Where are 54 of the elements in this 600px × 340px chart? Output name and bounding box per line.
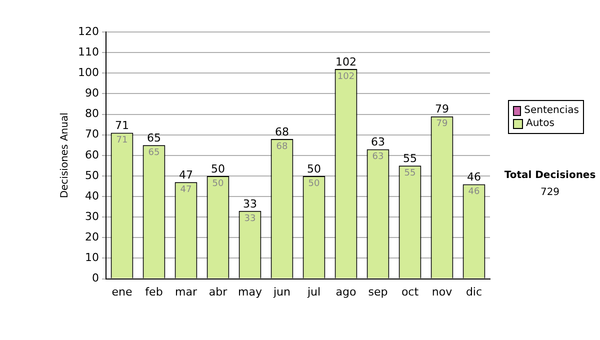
legend-label: Sentencias	[524, 104, 579, 117]
y-tick-label: 120	[78, 24, 99, 38]
x-tick-label: dic	[466, 285, 482, 298]
total-label: 68	[275, 125, 289, 138]
total-label: 71	[114, 119, 129, 132]
x-tick-label: ene	[112, 285, 132, 298]
total-label: 47	[178, 168, 193, 182]
data-label: 63	[372, 152, 384, 162]
y-tick-label: 40	[84, 189, 99, 202]
total-label: 55	[403, 152, 417, 166]
y-tick-label: 20	[84, 230, 99, 244]
y-tick-label: 50	[84, 168, 99, 182]
x-tick-label: jun	[272, 285, 291, 298]
data-label: 47	[180, 184, 192, 195]
x-tick-label: jul	[306, 285, 321, 298]
x-tick-label: may	[238, 285, 262, 298]
y-tick-label: 90	[84, 86, 99, 100]
total-label: 65	[146, 131, 161, 144]
y-axis-title: Decisiones Anual	[60, 112, 71, 198]
total-label: 46	[467, 170, 481, 184]
total-label: 79	[435, 102, 449, 116]
data-label: 102	[337, 72, 355, 82]
x-tick-label: feb	[145, 285, 163, 298]
y-tick-label: 10	[84, 251, 99, 264]
total-label: 63	[371, 136, 385, 149]
y-tick-label: 100	[78, 66, 99, 79]
y-tick-label: 60	[84, 148, 99, 162]
data-label: 65	[148, 148, 160, 158]
y-tick-label: 0	[92, 272, 99, 285]
y-tick-label: 110	[78, 45, 99, 58]
y-tick-label: 80	[84, 107, 99, 120]
total-label: 102	[336, 55, 356, 68]
data-label: 33	[244, 214, 256, 224]
data-label: 71	[116, 136, 128, 146]
total-label: 50	[307, 162, 321, 176]
legend-label: Autos	[526, 117, 554, 130]
data-label: 50	[212, 178, 224, 189]
y-tick-label: 30	[84, 210, 99, 223]
y-tick-label: 70	[84, 128, 99, 141]
x-tick-label: mar	[175, 285, 198, 298]
x-tick-label: oct	[401, 285, 420, 298]
data-label: 68	[276, 142, 288, 152]
text: Total Decisiones	[503, 170, 597, 181]
x-tick-label: abr	[208, 285, 228, 298]
total-label: 33	[242, 197, 257, 210]
x-tick-label: nov	[432, 285, 453, 298]
x-tick-label: ago	[336, 285, 356, 298]
total-label: 50	[210, 162, 225, 176]
text: 729	[539, 187, 561, 198]
data-label: 46	[468, 187, 480, 198]
data-label: 55	[404, 168, 416, 179]
data-label: 79	[436, 119, 448, 130]
data-label: 50	[308, 178, 320, 189]
x-tick-label: sep	[368, 285, 388, 298]
